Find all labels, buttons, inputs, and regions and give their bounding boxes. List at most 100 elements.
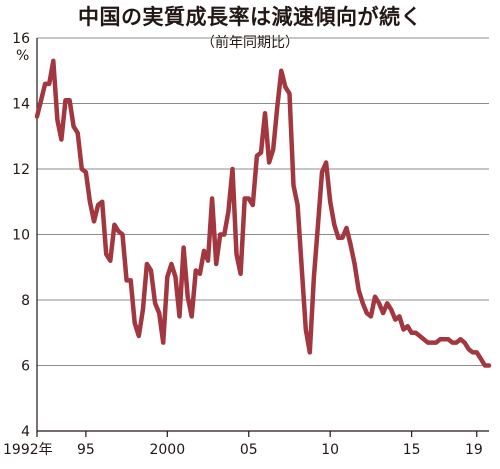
y-tick-labels: 4 6 8 10 12 14 16 — [12, 31, 30, 440]
data-point — [484, 365, 486, 366]
data-point — [480, 358, 482, 360]
data-point — [337, 237, 339, 239]
data-point — [117, 230, 119, 232]
x-tick-label: 15 — [403, 442, 421, 458]
series-line-0 — [34, 58, 492, 368]
data-point — [236, 253, 237, 255]
data-point — [358, 289, 360, 291]
data-point — [146, 263, 148, 265]
data-point — [386, 302, 388, 304]
data-point — [223, 234, 225, 235]
y-tick-label: 6 — [21, 359, 30, 375]
series-layer — [34, 58, 492, 368]
data-point — [403, 329, 404, 330]
data-point — [476, 351, 478, 353]
x-tick-label: 1992年 — [3, 442, 53, 458]
data-point — [227, 211, 229, 213]
data-point — [158, 312, 160, 314]
data-point — [191, 315, 193, 317]
data-point — [333, 224, 335, 226]
data-point — [130, 279, 132, 281]
data-point — [289, 93, 290, 95]
data-point — [350, 243, 351, 245]
data-point — [122, 234, 123, 235]
data-point — [162, 342, 164, 344]
data-point — [268, 162, 270, 163]
data-point — [317, 224, 319, 226]
data-point — [85, 171, 87, 173]
data-points — [36, 60, 490, 366]
data-point — [443, 338, 445, 340]
data-point — [390, 309, 392, 311]
data-point — [207, 260, 209, 262]
data-point — [297, 204, 299, 206]
data-point — [309, 351, 311, 353]
data-point — [280, 70, 282, 72]
data-point — [69, 99, 71, 101]
y-tick-label: 8 — [21, 293, 30, 309]
chart-title: 中国の実質成長率は減速傾向が続く — [78, 5, 422, 29]
data-point — [293, 184, 294, 186]
data-point — [44, 83, 46, 85]
data-point — [52, 60, 54, 62]
data-point — [65, 99, 66, 101]
data-point — [313, 276, 315, 278]
data-point — [179, 315, 180, 317]
data-point — [447, 338, 449, 340]
data-point — [142, 309, 144, 311]
data-point — [301, 266, 303, 268]
data-point — [378, 302, 380, 304]
data-point — [211, 198, 213, 199]
data-point — [370, 315, 372, 317]
data-point — [126, 279, 128, 281]
data-point — [321, 171, 323, 173]
y-tick-label: 12 — [12, 162, 30, 178]
data-point — [109, 260, 111, 262]
data-point — [170, 263, 172, 265]
data-point — [166, 276, 168, 278]
data-point — [240, 273, 242, 275]
data-point — [460, 338, 461, 340]
data-point — [260, 152, 262, 154]
data-point — [77, 132, 79, 134]
data-point — [431, 342, 433, 344]
data-point — [195, 270, 197, 271]
data-point — [415, 332, 417, 334]
data-point — [411, 332, 413, 334]
x-tick-label: 95 — [77, 442, 95, 458]
data-point — [276, 106, 278, 108]
data-point — [464, 342, 466, 344]
data-point — [325, 162, 327, 163]
data-point — [419, 335, 421, 337]
y-tick-label: 4 — [21, 424, 30, 440]
data-point — [183, 247, 185, 249]
data-point — [488, 365, 490, 366]
data-point — [284, 86, 286, 88]
data-point — [138, 335, 140, 337]
x-tick-label: 10 — [321, 442, 339, 458]
data-point — [451, 342, 453, 344]
data-point — [154, 302, 156, 304]
gridlines — [37, 37, 489, 366]
x-tick-label: 2000 — [149, 442, 185, 458]
data-point — [394, 319, 396, 321]
data-point — [468, 348, 470, 350]
data-point — [362, 302, 364, 304]
x-tick-label: 19 — [465, 442, 483, 458]
data-point — [134, 322, 136, 324]
data-point — [232, 168, 233, 170]
data-point — [341, 237, 343, 239]
data-point — [354, 263, 356, 265]
data-point — [60, 139, 62, 140]
data-point — [113, 224, 115, 226]
data-point — [40, 99, 42, 101]
data-point — [203, 250, 205, 252]
data-point — [305, 329, 307, 330]
data-point — [256, 155, 258, 157]
data-point — [36, 116, 38, 118]
data-point — [215, 263, 217, 265]
data-point — [248, 198, 250, 199]
data-point — [252, 204, 254, 206]
data-point — [93, 220, 95, 222]
